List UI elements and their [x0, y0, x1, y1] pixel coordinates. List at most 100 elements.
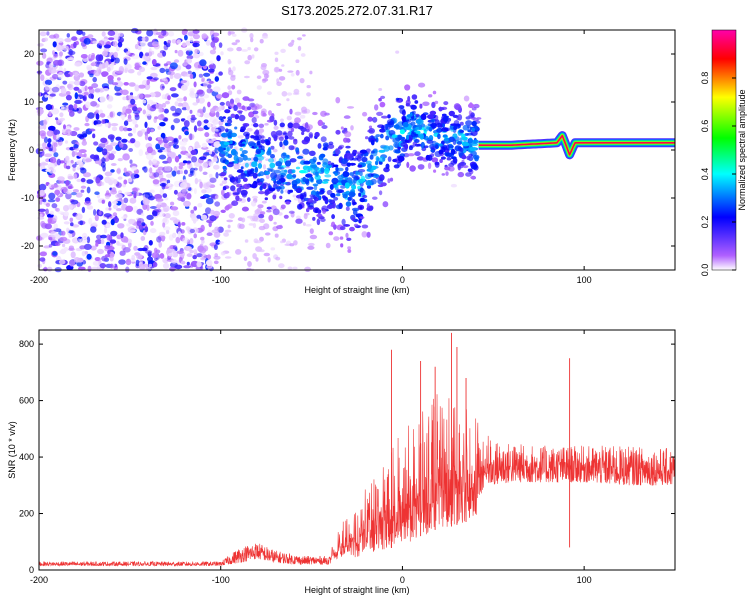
- spectrogram-cell: [342, 171, 350, 178]
- spectrogram-cell: [302, 176, 307, 183]
- spectrogram-cell: [169, 87, 177, 92]
- spectrogram-cell: [103, 227, 108, 234]
- spectrogram-cell: [458, 150, 464, 157]
- spectrogram-cell: [177, 231, 182, 238]
- spectrogram-cell: [379, 133, 384, 139]
- spectrogram-cell: [116, 45, 120, 52]
- spectrogram-cell: [176, 97, 184, 102]
- spectrogram-cell: [92, 76, 97, 83]
- spectrogram-cell: [230, 113, 236, 119]
- spectrogram-cell: [342, 193, 348, 199]
- spectrogram-cell: [110, 163, 117, 166]
- spectrogram-cell: [48, 244, 53, 248]
- y-tick-label: 0: [29, 565, 34, 575]
- spectrogram-cell: [417, 118, 424, 125]
- spectrogram-cell: [109, 256, 114, 262]
- spectrogram-cell: [125, 170, 133, 177]
- spectrogram-cell: [320, 218, 326, 222]
- spectrogram-cell: [306, 85, 311, 89]
- spectrogram-cell: [388, 145, 394, 151]
- spectrogram-cell: [379, 128, 386, 133]
- spectrogram-cell: [58, 119, 63, 123]
- spectrogram-cell: [308, 150, 316, 156]
- spectrogram-cell: [65, 180, 70, 186]
- spectrogram-cell: [366, 231, 371, 238]
- spectrogram-cell: [438, 149, 444, 155]
- spectrogram-cell: [86, 179, 94, 184]
- spectrogram-cell: [162, 50, 167, 57]
- spectrogram-cell: [141, 222, 146, 227]
- spectrogram-cell: [242, 183, 251, 190]
- x-tick-label: 0: [400, 275, 405, 285]
- spectrogram-cell: [242, 154, 248, 161]
- spectrogram-cell: [392, 158, 398, 163]
- spectrogram-cell: [227, 47, 234, 52]
- spectrogram-cell: [141, 247, 148, 252]
- spectrogram-cell: [443, 101, 449, 106]
- spectrogram-cell: [95, 109, 99, 114]
- spectrogram-cell: [174, 155, 180, 163]
- spectrogram-cell: [95, 177, 101, 184]
- spectrogram-cell: [70, 159, 74, 164]
- spectrogram-cell: [105, 122, 109, 128]
- spectrogram-cell: [462, 165, 469, 169]
- spectrogram-cell: [254, 166, 259, 173]
- x-tick-label: -200: [30, 575, 48, 585]
- spectrogram-cell: [75, 147, 80, 151]
- spectrogram-cell: [238, 111, 242, 115]
- spectrogram-cell: [162, 222, 166, 228]
- spectrogram-cell: [398, 136, 406, 140]
- spectrogram-cell: [349, 172, 355, 176]
- spectrogram-cell: [49, 62, 54, 68]
- spectrogram-cell: [80, 185, 87, 189]
- spectrogram-cell: [73, 86, 80, 91]
- colorbar-gradient: [711, 29, 737, 271]
- spectrogram-cell: [49, 156, 57, 164]
- spectrogram-cell: [108, 207, 112, 211]
- spectrogram-cell: [134, 114, 140, 121]
- spectrogram-cell: [258, 225, 266, 231]
- spectrogram-cell: [340, 243, 344, 248]
- spectrogram-cell: [322, 179, 330, 182]
- spectrogram-cell: [128, 218, 135, 225]
- spectrogram-cell: [345, 232, 349, 239]
- colorbar: 0.0 0.2 0.4 0.6 0.8 Normalized spectral ampl…: [700, 29, 747, 276]
- snr-frame: [38, 329, 676, 571]
- spectrogram-cell: [113, 204, 118, 210]
- spectrogram-cell: [218, 42, 223, 48]
- spectrogram-cell: [293, 139, 298, 145]
- spectrogram-cell: [40, 48, 48, 53]
- spectrogram-cell: [152, 179, 160, 185]
- spectrogram-cell: [257, 204, 264, 209]
- spectrogram-cell: [192, 42, 200, 48]
- spectrogram-cell: [432, 90, 437, 95]
- spectrogram-cell: [253, 131, 260, 136]
- spectrogram-cell: [52, 73, 59, 80]
- spectrogram-cell: [137, 71, 142, 76]
- spectrogram-cell: [288, 210, 295, 214]
- spectrogram-cell: [182, 42, 187, 47]
- spectrogram-cell: [196, 261, 202, 268]
- spectrogram-cell: [123, 167, 127, 173]
- spectrogram-cell: [275, 161, 283, 167]
- spectrogram-cell: [47, 138, 52, 144]
- spectrogram-cell: [157, 125, 161, 130]
- spectrogram-cell: [268, 110, 272, 116]
- spectrogram-cell: [241, 206, 249, 212]
- spectrogram-cell: [281, 165, 287, 168]
- spectrogram-cell: [132, 126, 137, 134]
- spectrogram-cell: [44, 153, 53, 158]
- spectrogram-cell: [174, 49, 178, 54]
- spectrogram-cell: [290, 73, 295, 77]
- spectrogram-cell: [335, 166, 339, 172]
- spectrogram-cell: [367, 116, 373, 122]
- spectrogram-cell: [344, 182, 350, 189]
- spectrogram-cell: [55, 134, 60, 141]
- spectrogram-cell: [67, 175, 74, 180]
- spectrogram-cell: [152, 261, 158, 268]
- colorbar-tick-label: 0.2: [700, 216, 710, 229]
- spectrogram-cell: [40, 220, 46, 228]
- spectrogram-cell: [445, 171, 449, 177]
- spectrogram-cell: [291, 169, 296, 174]
- spectrogram-cell: [76, 29, 83, 35]
